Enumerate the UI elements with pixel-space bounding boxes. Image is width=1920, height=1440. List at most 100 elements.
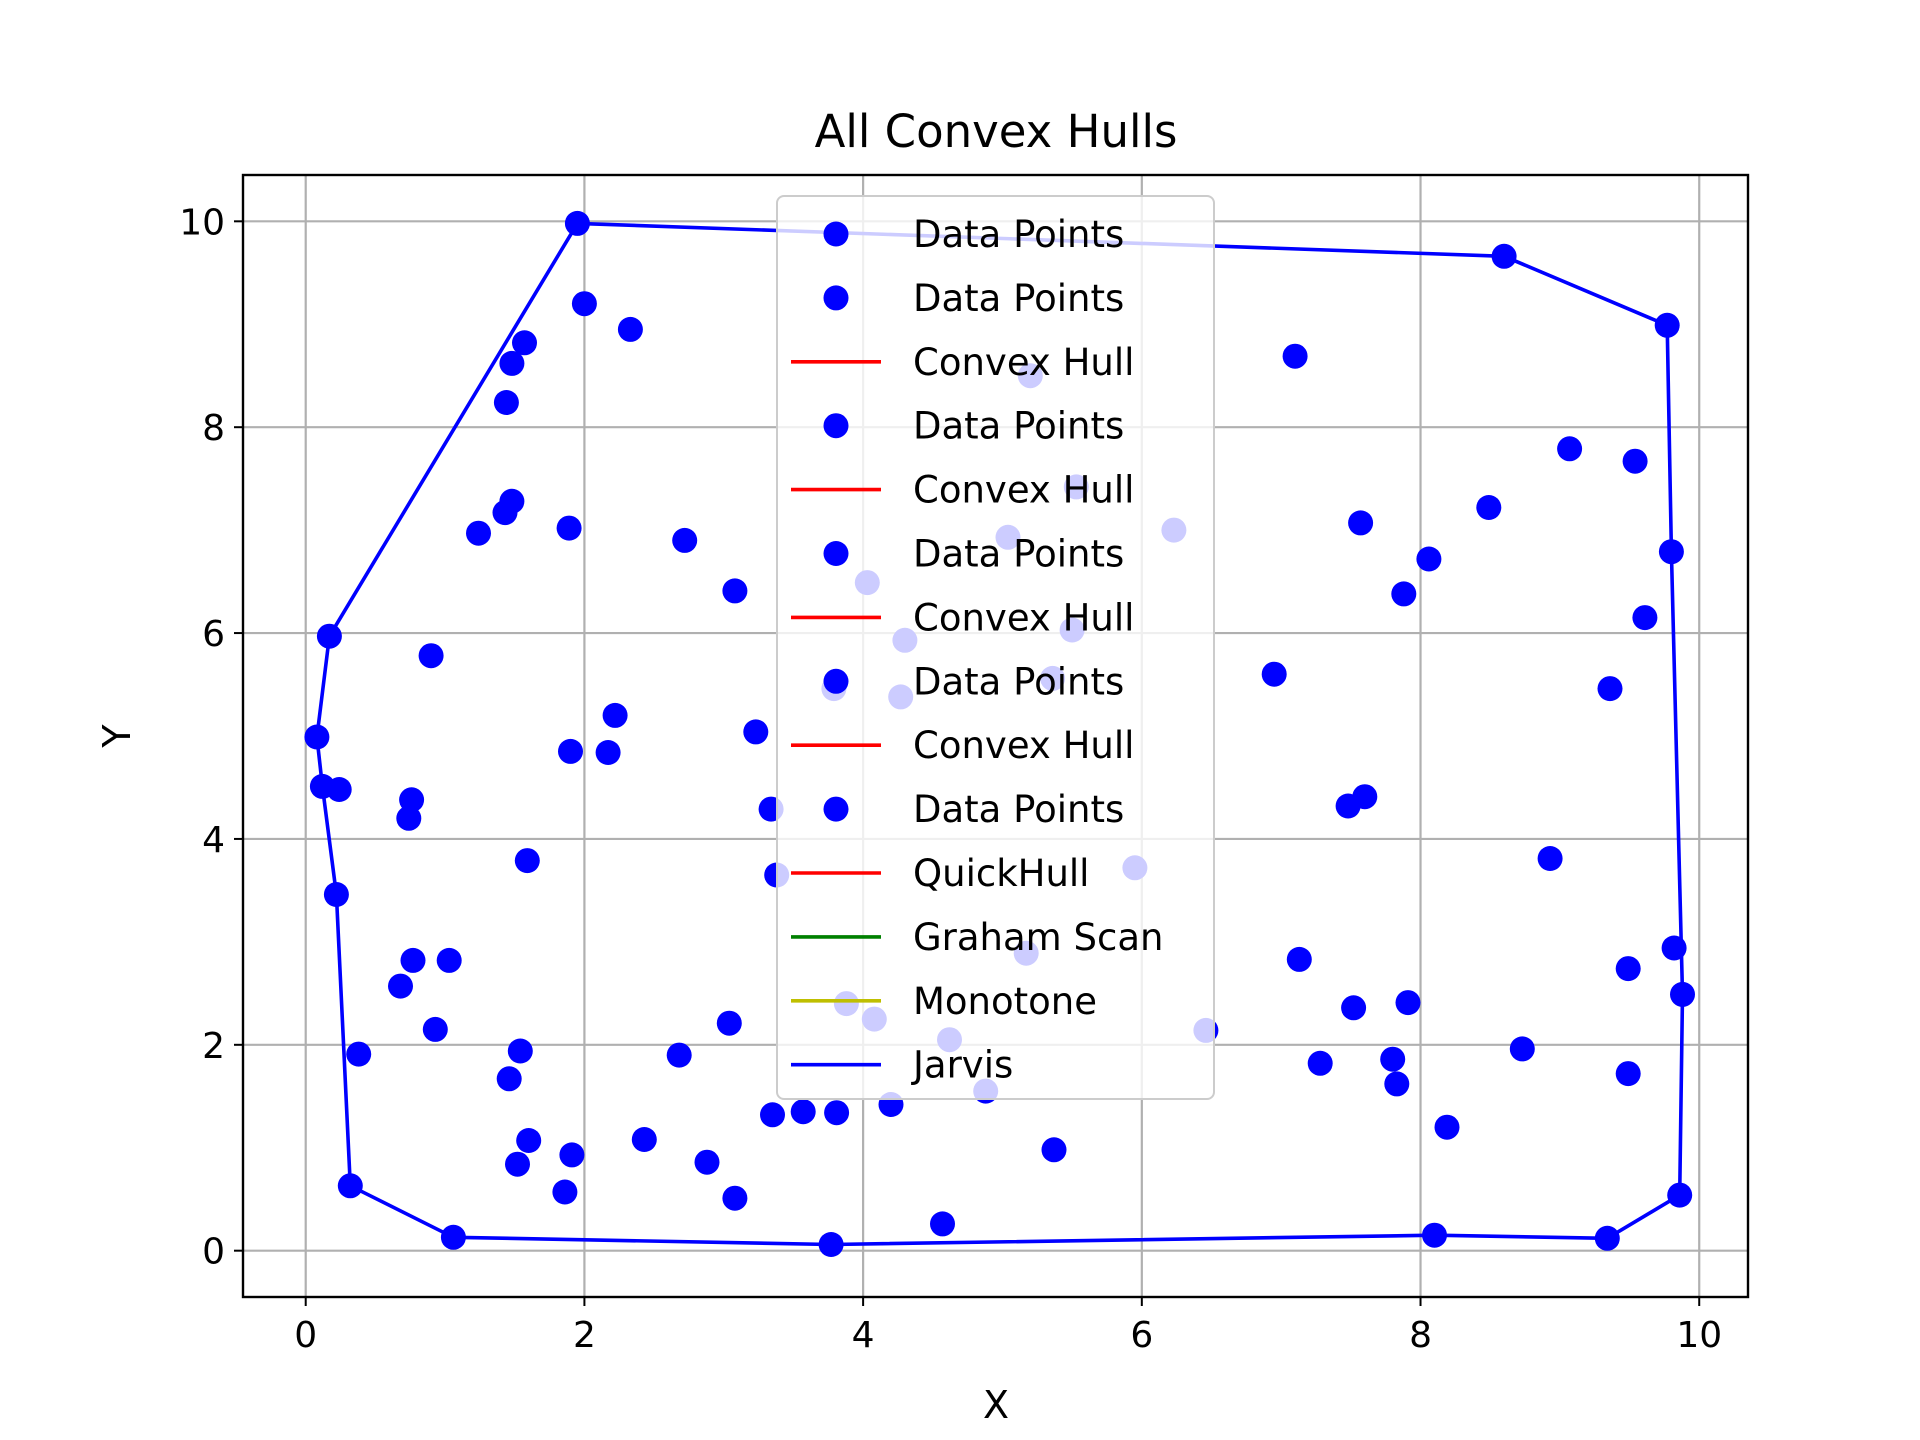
data-point <box>1286 946 1312 972</box>
x-tick-label: 10 <box>1676 1315 1722 1356</box>
plot-frame <box>241 173 1750 1299</box>
data-point <box>558 738 583 764</box>
data-point <box>1670 981 1695 1007</box>
data-point <box>399 787 425 813</box>
data-point <box>422 1016 448 1042</box>
data-point <box>564 210 590 236</box>
data-point <box>1557 436 1583 462</box>
data-point <box>631 1127 657 1152</box>
data-point <box>694 1149 720 1175</box>
data-point <box>930 1211 955 1237</box>
data-point <box>466 520 491 546</box>
y-tick-label: 10 <box>179 202 225 243</box>
data-point <box>1622 448 1648 474</box>
data-point <box>1537 846 1563 871</box>
data-point <box>1307 1050 1333 1076</box>
data-point <box>1282 343 1308 369</box>
data-point <box>1658 539 1684 565</box>
y-tick-label: 4 <box>202 820 225 861</box>
data-point <box>1391 581 1417 607</box>
data-point <box>492 500 518 526</box>
x-tick-label: 8 <box>1409 1315 1432 1356</box>
legend-label: Graham Scan <box>913 916 1163 959</box>
y-tick-label: 6 <box>202 614 225 655</box>
data-point <box>1261 661 1287 687</box>
data-point <box>1661 935 1687 961</box>
x-tick-label: 2 <box>573 1315 596 1356</box>
data-point <box>1341 995 1367 1021</box>
data-point <box>722 578 748 604</box>
data-point <box>1654 312 1680 338</box>
legend-marker <box>823 221 849 247</box>
data-point <box>1434 1114 1460 1140</box>
legend-marker <box>823 796 849 822</box>
legend: Data Points Data Points Convex Hull Data Po… <box>776 195 1215 1100</box>
convex-hull-line <box>315 221 1685 1247</box>
data-point <box>505 1151 530 1177</box>
data-point <box>346 1041 372 1067</box>
data-point <box>1395 990 1421 1016</box>
data-point <box>337 1173 363 1199</box>
legend-label: Convex Hull <box>913 341 1134 384</box>
data-point <box>1632 605 1658 631</box>
data-point <box>326 777 352 802</box>
data-point <box>396 805 422 831</box>
data-point <box>672 527 698 553</box>
y-tick-label: 8 <box>202 408 225 449</box>
data-point <box>507 1038 533 1064</box>
legend-label: Convex Hull <box>913 469 1134 512</box>
data-point <box>1597 676 1623 702</box>
legend-label: Monotone <box>913 980 1097 1023</box>
legend-label: Data Points <box>913 788 1124 831</box>
data-point <box>1491 243 1517 269</box>
data-point <box>1384 1071 1410 1097</box>
y-axis-label: Y <box>95 724 139 749</box>
data-point <box>666 1042 692 1068</box>
legend-marker <box>823 541 849 566</box>
data-point <box>418 643 444 669</box>
data-point <box>388 973 413 999</box>
data-point <box>716 1010 742 1036</box>
y-tick-label: 0 <box>202 1232 225 1273</box>
data-point <box>617 316 643 342</box>
axis-ticks: 0 2 4 6 8 10 0 2 4 6 8 10 <box>179 202 1722 1356</box>
data-point <box>1422 1222 1447 1248</box>
data-point <box>602 702 628 728</box>
legend-label: Data Points <box>913 533 1124 576</box>
data-point <box>722 1185 748 1211</box>
data-point <box>1667 1182 1693 1208</box>
legend-marker <box>823 285 849 311</box>
data-point <box>499 350 525 376</box>
data-point <box>1348 510 1374 536</box>
data-point <box>559 1142 585 1168</box>
data-point <box>400 947 426 973</box>
legend-label: Data Points <box>913 213 1124 256</box>
data-point <box>790 1099 816 1125</box>
x-tick-label: 6 <box>1130 1315 1153 1356</box>
y-tick-label: 2 <box>202 1026 225 1067</box>
data-point <box>556 515 582 541</box>
legend-label: Convex Hull <box>913 724 1134 767</box>
data-point <box>1476 495 1502 520</box>
data-point <box>552 1179 578 1205</box>
data-point <box>595 740 621 765</box>
data-point <box>1509 1036 1535 1062</box>
data-point <box>514 848 540 874</box>
legend-label: Convex Hull <box>913 596 1134 639</box>
data-point <box>1615 956 1641 982</box>
data-point <box>323 882 349 907</box>
data-point <box>1380 1046 1406 1072</box>
legend-label: Jarvis <box>911 1044 1013 1087</box>
legend-label: Data Points <box>913 405 1124 448</box>
data-point <box>824 1100 850 1126</box>
data-point <box>571 291 597 317</box>
data-point <box>493 390 519 415</box>
data-point <box>436 947 462 973</box>
legend-marker <box>823 668 849 694</box>
x-axis-label: X <box>983 1383 1009 1427</box>
hull-lines <box>315 221 1685 1247</box>
data-point <box>512 330 537 356</box>
legend-label: QuickHull <box>913 852 1089 895</box>
data-point <box>818 1232 844 1257</box>
